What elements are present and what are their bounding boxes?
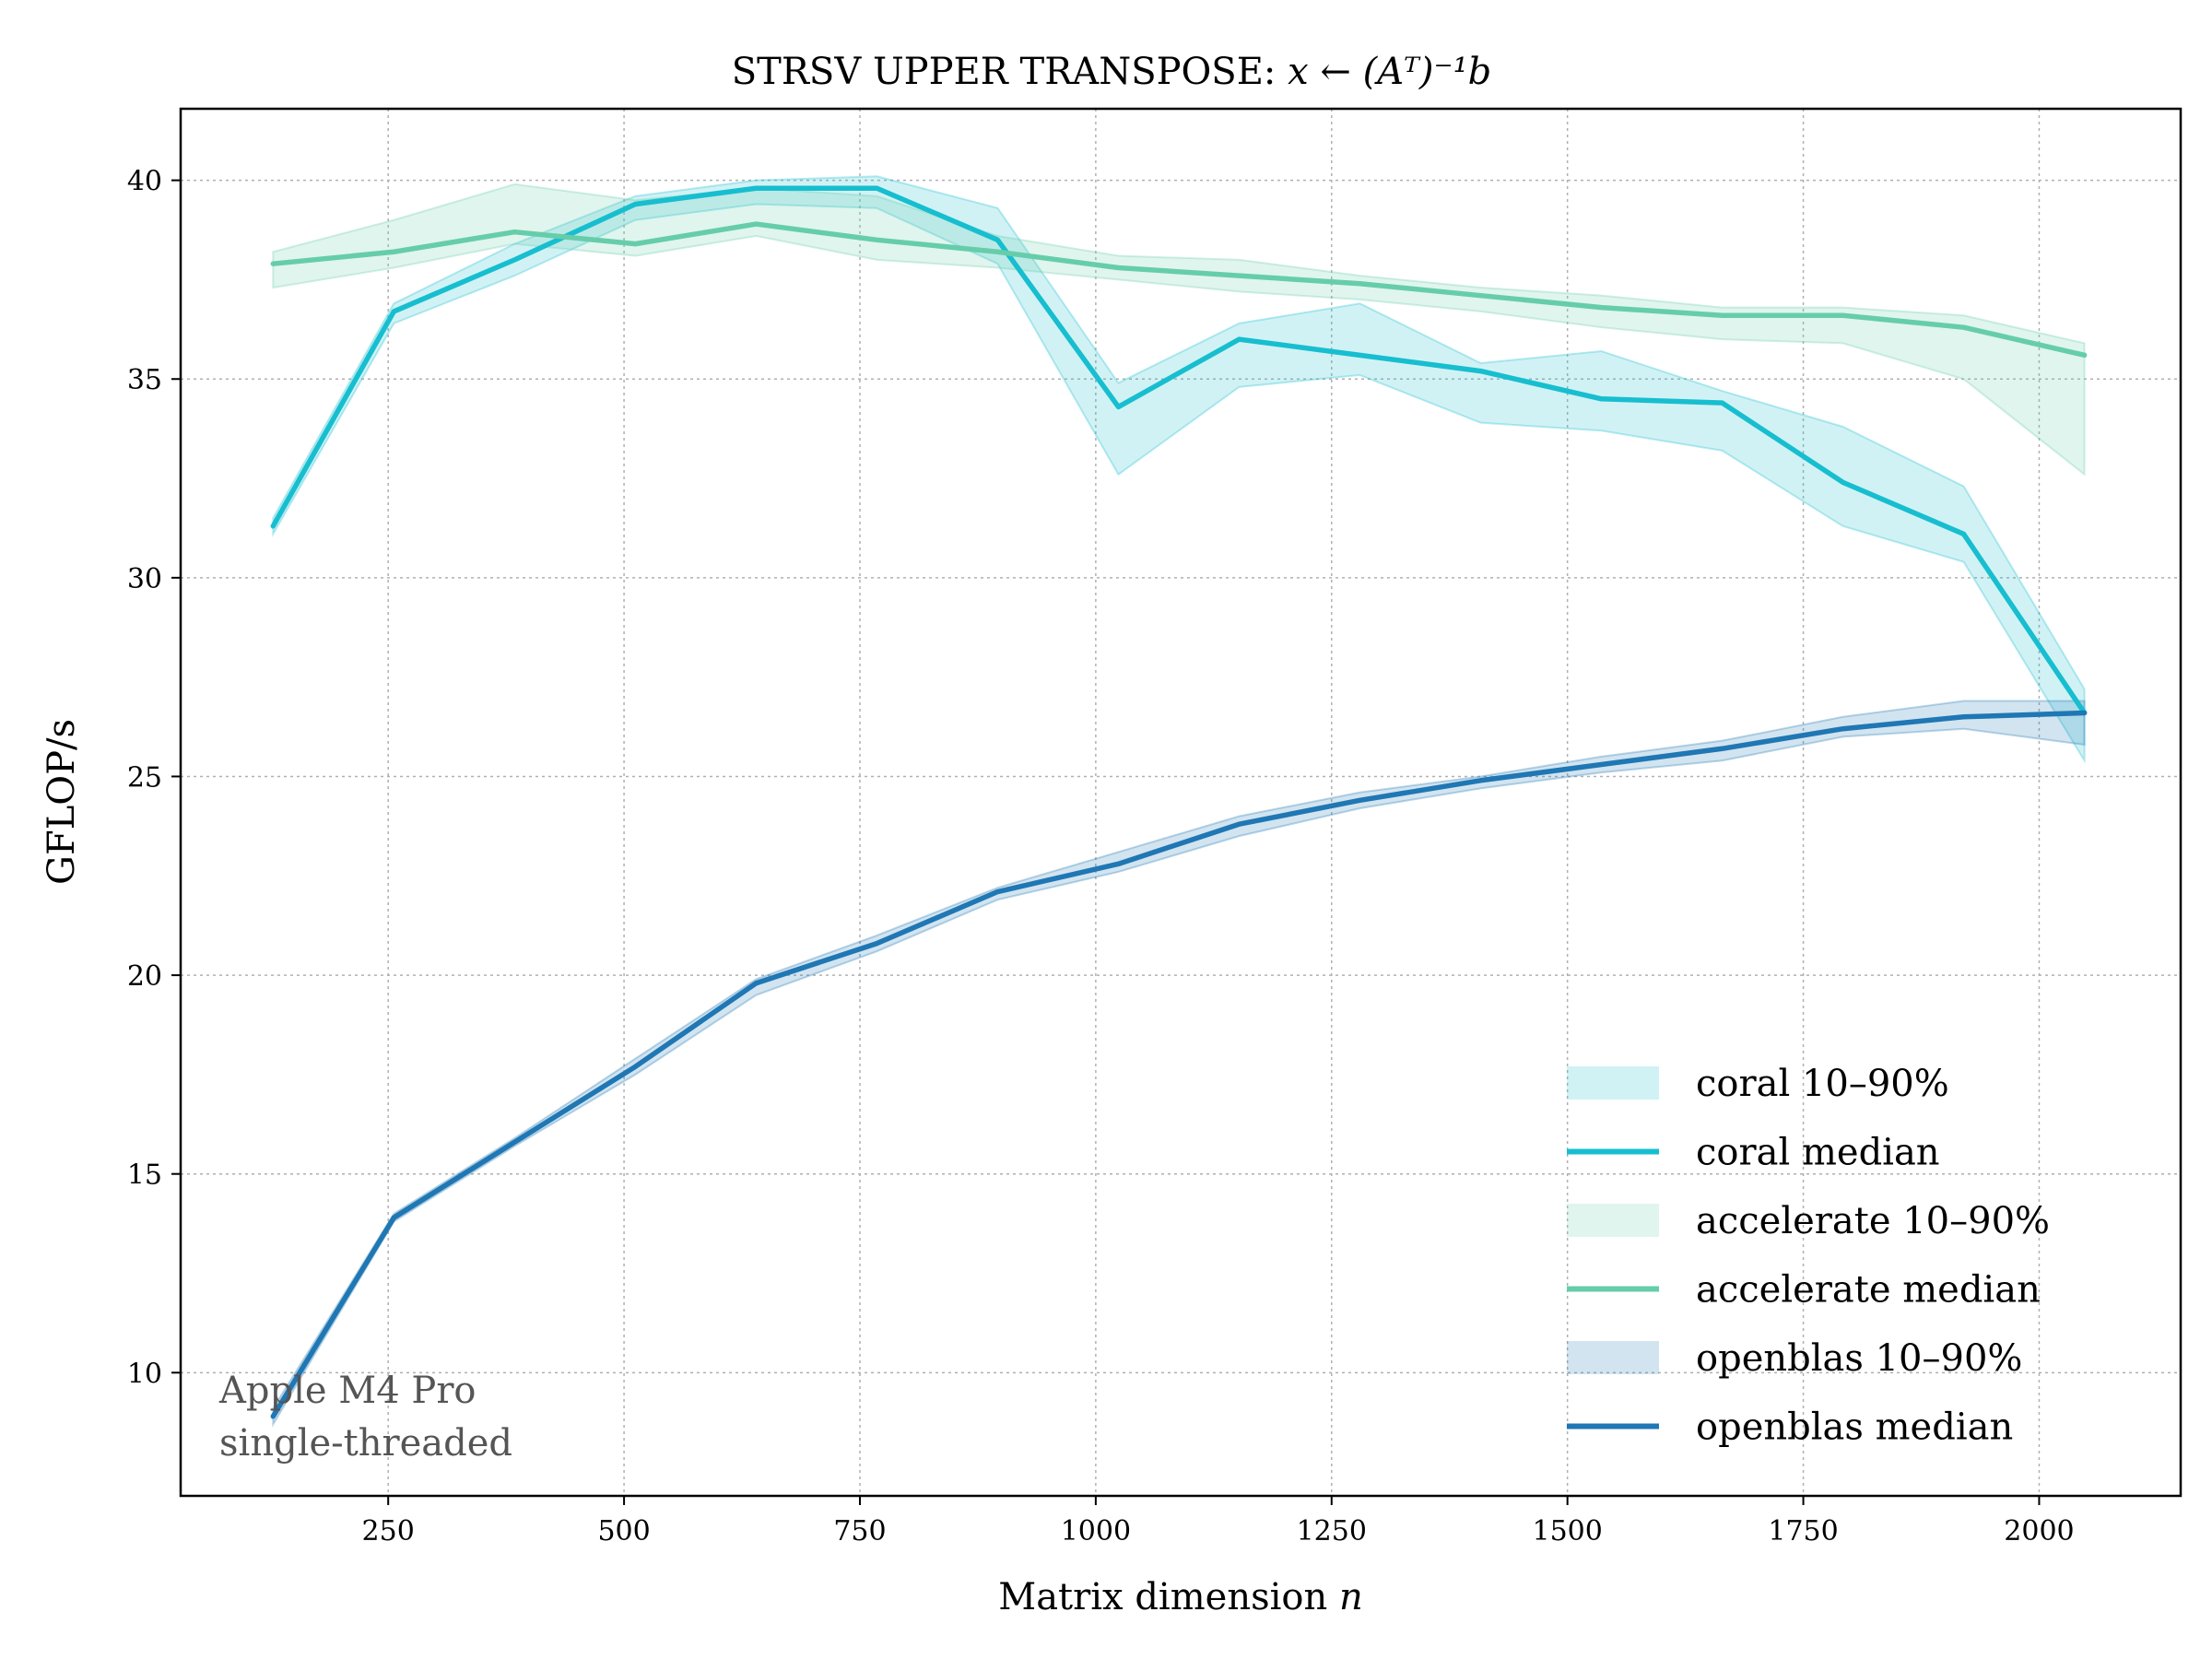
coral-median-line (270, 185, 2088, 716)
y-axis-label: GFLOP/s (41, 719, 83, 885)
y-tick-label: 15 (127, 1159, 162, 1192)
y-tick-label: 25 (127, 761, 162, 794)
y-tick-label: 20 (127, 960, 162, 993)
coral-band (272, 175, 2086, 764)
accelerate-median-line (270, 221, 2088, 359)
y-tick-label: 40 (127, 166, 162, 198)
coral-band-legend-label: coral 10–90% (1696, 1063, 1949, 1105)
x-tick-label: 1000 (1061, 1515, 1131, 1547)
plot-frame (179, 107, 2183, 1498)
openblas-band-legend-label: openblas 10–90% (1696, 1337, 2022, 1380)
openblas-band-legend-swatch (1567, 1341, 1659, 1374)
x-axis-label-variable: n (1339, 1576, 1363, 1618)
x-tick-label: 250 (362, 1515, 415, 1547)
x-tick-label: 1500 (1532, 1515, 1602, 1547)
grid (181, 109, 2181, 1496)
y-tick-label: 30 (127, 563, 162, 595)
chart-title-formula: x ← (Aᵀ)⁻¹b (1288, 51, 1491, 93)
y-tick-label: 10 (127, 1358, 162, 1390)
accelerate-band-legend-swatch (1567, 1204, 1659, 1237)
x-axis-label-prefix: Matrix dimension (998, 1576, 1339, 1618)
legend: coral 10–90% coral median accelerate 10–90… (1567, 1063, 2050, 1449)
accelerate-median-legend-label: accelerate median (1696, 1269, 2041, 1312)
accelerate-band (272, 182, 2086, 477)
x-tick-label: 500 (597, 1515, 650, 1547)
x-axis-label: Matrix dimension n (998, 1576, 1362, 1618)
annotation-threading: single-threaded (219, 1422, 512, 1465)
x-tick-label: 1250 (1297, 1515, 1367, 1547)
y-axis-ticks: 10 15 20 25 30 35 40 (127, 166, 181, 1390)
x-tick-label: 2000 (2004, 1515, 2074, 1547)
openblas-median-legend-label: openblas median (1696, 1406, 2013, 1449)
y-tick-label: 35 (127, 364, 162, 396)
annotation-hardware: Apple M4 Pro (218, 1370, 477, 1412)
median-lines (270, 185, 2088, 1419)
x-tick-label: 1750 (1768, 1515, 1838, 1547)
x-axis-ticks: 250 500 750 1000 1250 1500 1750 2000 (362, 1496, 2075, 1547)
x-tick-label: 750 (833, 1515, 886, 1547)
accelerate-band-legend-label: accelerate 10–90% (1696, 1200, 2050, 1242)
chart-title-prefix: STRSV UPPER TRANSPOSE: (732, 51, 1288, 93)
coral-band-legend-swatch (1567, 1066, 1659, 1100)
openblas-median-line (270, 710, 2088, 1419)
chart-title: STRSV UPPER TRANSPOSE: x ← (Aᵀ)⁻¹b (732, 51, 1492, 93)
coral-median-legend-label: coral median (1696, 1132, 1940, 1174)
